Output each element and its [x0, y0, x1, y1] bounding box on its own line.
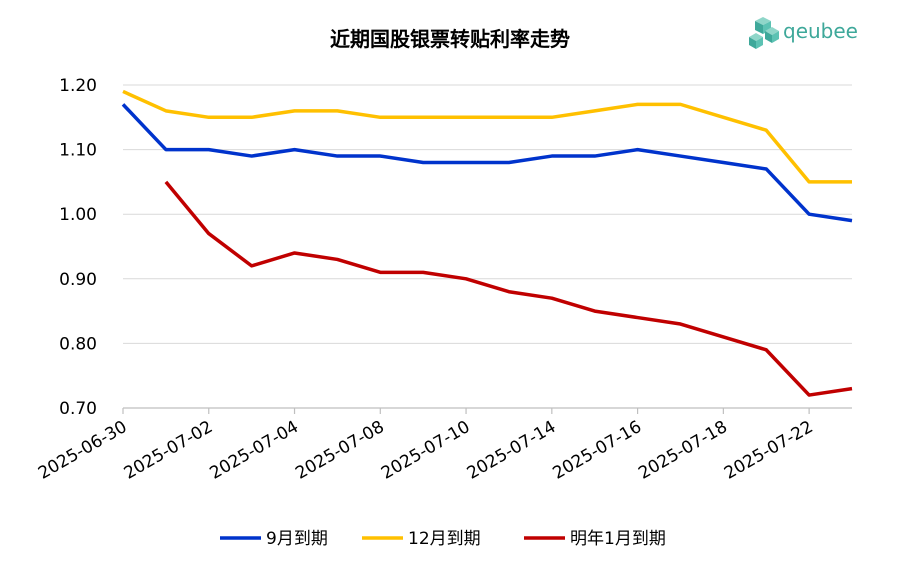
y-tick-label: 1.10	[59, 141, 97, 161]
brand-logo: qeubee	[749, 17, 858, 49]
x-tick-label: 2025-07-18	[635, 417, 731, 484]
x-tick-label: 2025-07-22	[721, 417, 817, 484]
chart-title: 近期国股银票转贴利率走势	[330, 27, 570, 51]
x-tick-label: 2025-07-16	[550, 417, 646, 484]
y-tick-label: 0.70	[59, 399, 97, 419]
y-axis-ticks: 0.70 0.80 0.90 1.00 1.10 1.20	[59, 76, 97, 419]
x-axis-ticks: 2025-06-302025-07-022025-07-042025-07-08…	[35, 417, 817, 484]
x-tick-label: 2025-07-10	[378, 417, 474, 484]
series-lines	[121, 89, 853, 397]
x-tick-label: 2025-07-14	[464, 417, 560, 484]
y-tick-label: 0.90	[59, 270, 97, 290]
series-line-3	[164, 180, 853, 397]
y-tick-label: 1.20	[59, 76, 97, 96]
x-tick-label: 2025-06-30	[35, 417, 131, 484]
x-axis	[122, 407, 852, 414]
legend-label: 12月到期	[408, 529, 481, 549]
y-tick-label: 0.80	[59, 334, 97, 354]
series-line-1	[121, 103, 853, 223]
x-tick-label: 2025-07-08	[292, 417, 388, 484]
legend-label: 9月到期	[266, 529, 328, 549]
gridlines	[123, 84, 852, 344]
brand-name: qeubee	[783, 19, 858, 43]
x-tick-label: 2025-07-04	[206, 417, 302, 484]
y-tick-label: 1.00	[59, 205, 97, 225]
x-tick-label: 2025-07-02	[121, 417, 217, 484]
legend-label: 明年1月到期	[570, 529, 666, 549]
series-line-2	[122, 89, 852, 184]
cube-logo-icon	[749, 17, 779, 49]
legend: 9月到期 12月到期 明年1月到期	[220, 529, 666, 549]
